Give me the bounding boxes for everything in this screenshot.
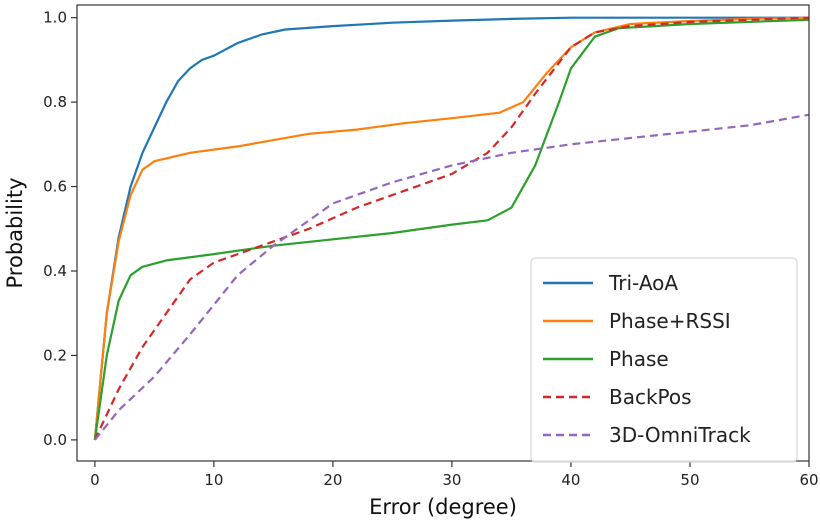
series-line: [93, 16, 810, 441]
x-axis-title: Error (degree): [369, 495, 517, 519]
y-tick-label: 1.0: [43, 9, 67, 27]
legend-label: 3D-OmniTrack: [609, 423, 751, 447]
y-tick-label: 0.2: [43, 346, 67, 364]
series-line: [93, 16, 810, 441]
plot-series: [93, 16, 810, 441]
y-tick-label: 0.8: [43, 93, 67, 111]
x-tick-label: 50: [680, 471, 699, 489]
y-axis-title: Probability: [3, 177, 27, 288]
x-tick-label: 60: [799, 471, 818, 489]
series-line: [94, 113, 810, 441]
legend-label: BackPos: [609, 385, 692, 409]
legend-label: Phase+RSSI: [609, 309, 731, 333]
x-tick-label: 20: [323, 471, 342, 489]
axis-ticks: 0 10 20 30 40 50 60 0.0 0.2 0.4 0.6 0.8 1.0: [43, 9, 818, 489]
y-tick-label: 0.6: [43, 178, 67, 196]
plot-frame: [76, 4, 810, 462]
y-tick-label: 0.0: [43, 431, 67, 449]
legend-box: [530, 257, 798, 463]
x-tick-label: 40: [561, 471, 580, 489]
legend-label: Phase: [609, 347, 669, 371]
legend-label: Tri-AoA: [608, 271, 678, 295]
x-tick-label: 0: [90, 471, 100, 489]
x-tick-label: 30: [442, 471, 461, 489]
x-tick-label: 10: [204, 471, 223, 489]
series-line: [93, 18, 810, 441]
legend: Tri-AoA Phase+RSSI Phase BackPos 3D-OmniTrac…: [530, 257, 798, 463]
series-line: [93, 16, 809, 441]
y-tick-label: 0.4: [43, 262, 67, 280]
